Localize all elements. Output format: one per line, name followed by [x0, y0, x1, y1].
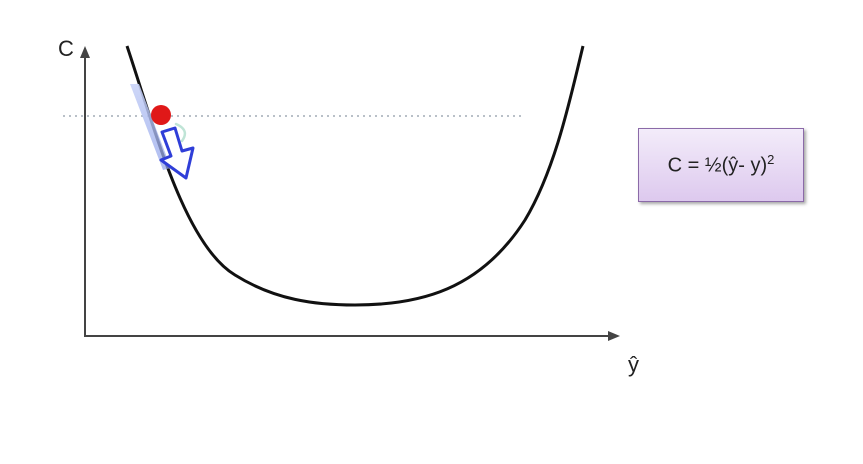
- cost-formula-exponent: 2: [767, 152, 775, 168]
- x-axis-label: ŷ: [628, 352, 639, 377]
- cost-formula: C = ½(ŷ- y)2: [668, 152, 775, 178]
- ball: [151, 105, 171, 125]
- y-axis-arrowhead: [80, 46, 90, 58]
- x-axis-arrowhead: [608, 331, 620, 341]
- downhill-arrow-icon: [159, 126, 195, 180]
- cost-curve: [125, 45, 585, 307]
- cost-formula-box: C = ½(ŷ- y)2: [638, 128, 804, 202]
- y-axis-label: C: [58, 36, 74, 61]
- motion-arc: [174, 122, 187, 143]
- cost-formula-base: C = ½(ŷ- y): [667, 154, 768, 177]
- tangent-highlight: [130, 84, 171, 170]
